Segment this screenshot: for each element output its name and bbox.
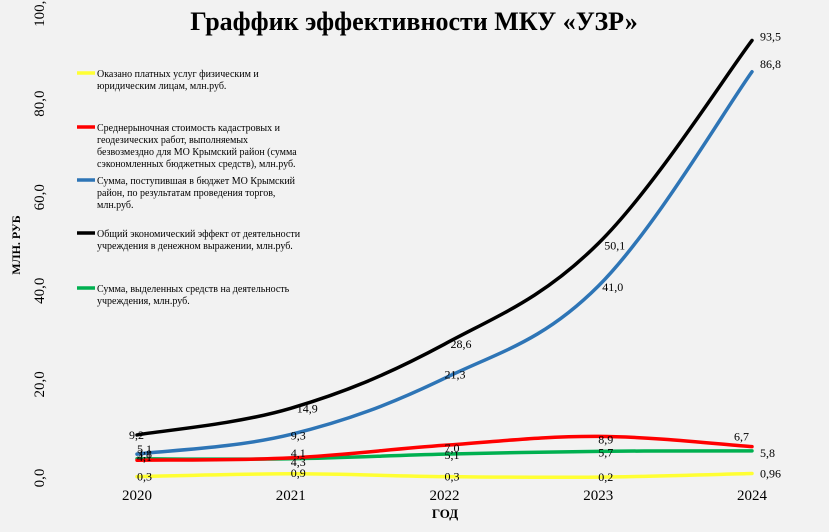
x-tick-label: 2022	[430, 488, 460, 504]
y-tick-label: 20,0	[32, 371, 48, 397]
x-tick-label: 2023	[583, 488, 613, 504]
data-label: 0,3	[137, 470, 152, 484]
data-label: 0,3	[445, 470, 460, 484]
series-line	[135, 70, 754, 456]
y-tick-label: 100,0	[32, 0, 48, 27]
data-label: 0,9	[291, 466, 306, 480]
data-label: 14,9	[297, 401, 318, 415]
y-tick-label: 40,0	[32, 278, 48, 304]
data-label: 5,1	[137, 442, 152, 456]
data-label: 4,1	[291, 446, 306, 460]
x-axis-ticks: 2020 2021 2022 2023 2024	[122, 488, 768, 504]
data-label: 8,9	[598, 432, 613, 446]
data-label: 4,3	[291, 455, 306, 469]
series-line	[135, 38, 754, 437]
data-label: 86,8	[760, 57, 781, 71]
legend-label: Среднерыночная стоимость кадастровых и ге…	[97, 123, 297, 170]
legend-label: Общий экономический эффект от деятельнос…	[97, 229, 301, 252]
data-label: 3,8	[137, 447, 152, 461]
data-label: 50,1	[604, 239, 625, 253]
data-label: 5,1	[445, 448, 460, 462]
data-label: 5,7	[598, 445, 613, 459]
series-line	[135, 434, 754, 462]
y-tick-label: 0,0	[32, 469, 48, 488]
data-labels: 0,3 0,9 0,3 0,2 0,96 3,8 4,3 7,0 8,9 6,7 5,1 9,3 21,…	[129, 29, 781, 484]
legend-label: Сумма, выделенных средств на деятельност…	[97, 284, 290, 307]
data-label: 5,8	[760, 446, 775, 460]
data-label: 21,3	[445, 367, 466, 381]
series-lines	[135, 38, 754, 480]
data-label: 7,0	[445, 441, 460, 455]
data-label: 41,0	[602, 280, 623, 294]
data-label: 9,2	[129, 428, 144, 442]
data-label: 9,3	[291, 428, 306, 442]
chart-title: Граффик эффективности МКУ «УЗР»	[190, 7, 637, 36]
y-axis-ticks: 0,0 20,0 40,0 60,0 80,0 100,0	[32, 0, 48, 487]
data-label: 0,96	[760, 467, 781, 481]
x-tick-label: 2020	[122, 488, 152, 504]
y-axis-label: МЛН. РУБ	[9, 215, 23, 274]
data-label: 28,6	[451, 337, 472, 351]
data-label: 0,2	[598, 470, 613, 484]
x-tick-label: 2024	[737, 488, 768, 504]
legend-label: Сумма, поступившая в бюджет МО Крымский р…	[97, 176, 296, 211]
legend-label: Оказано платных услуг физическим и юридич…	[97, 69, 259, 92]
x-tick-label: 2021	[276, 488, 306, 504]
series-line	[135, 471, 754, 480]
legend: Оказано платных услуг физическим и юридич…	[77, 69, 301, 307]
data-label: 93,5	[760, 29, 781, 43]
data-label: 4,1	[137, 450, 152, 464]
y-tick-label: 80,0	[32, 90, 48, 116]
data-label: 6,7	[734, 430, 749, 444]
y-tick-label: 60,0	[32, 184, 48, 210]
x-axis-label: ГОД	[432, 506, 458, 521]
